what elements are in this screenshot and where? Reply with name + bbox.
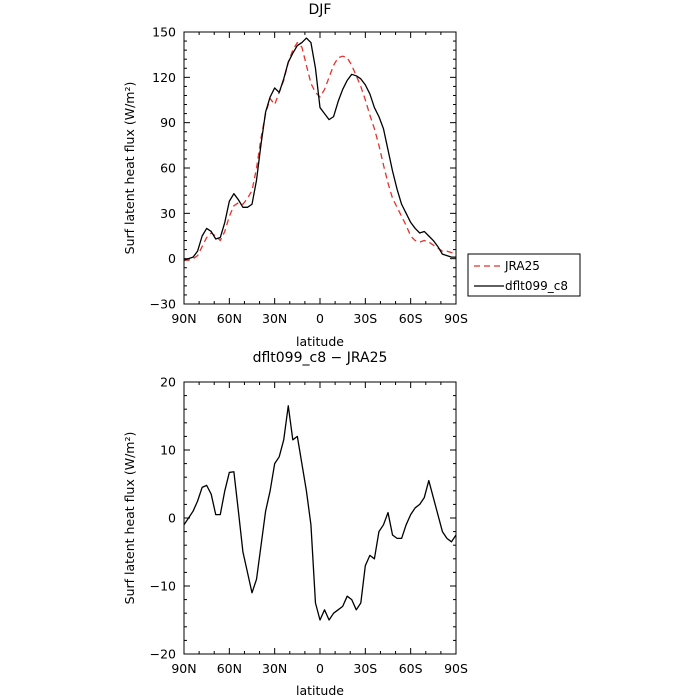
bottom-y-tick-label: 20: [160, 375, 176, 390]
bottom-x-tick-label: 90S: [444, 661, 468, 676]
bottom-series-line-diff-0: [183, 405, 457, 621]
bottom-y-axis-label: Surf latent heat flux (W/m²): [122, 432, 137, 605]
bottom-y-tick-label: 10: [160, 443, 176, 458]
bottom-y-tick-label: −20: [150, 647, 176, 662]
top-x-tick-label: 90N: [171, 311, 196, 326]
top-y-tick-label: −30: [150, 297, 176, 312]
bottom-y-tick-label: −10: [150, 579, 176, 594]
top-y-tick-label: 0: [168, 251, 176, 266]
bottom-plot-frame: [183, 381, 457, 655]
top-x-tick-label: 30S: [353, 311, 377, 326]
legend-box: [467, 253, 581, 297]
top-x-tick-label: 30N: [262, 311, 287, 326]
bottom-x-tick-label: 0: [316, 661, 324, 676]
top-x-tick-label: 90S: [444, 311, 468, 326]
bottom-x-tick-label: 60S: [399, 661, 423, 676]
bottom-panel: dflt099_c8 − JRA25 Surf latent heat flux…: [122, 350, 468, 698]
top-y-tick-label: 60: [160, 161, 176, 176]
legend-label-dflt099-c8: dflt099_c8: [505, 279, 568, 293]
legend: JRA25 dflt099_c8: [467, 253, 581, 297]
bottom-x-tick-label: 60N: [217, 661, 242, 676]
bottom-y-tick-label: 0: [168, 511, 176, 526]
top-chart-title: DJF: [309, 2, 332, 18]
bottom-axes: 90N 60N 30N 0 30S 60S 90S −20 −10 0 10 20: [150, 375, 468, 677]
bottom-chart-title: dflt099_c8 − JRA25: [253, 350, 388, 366]
top-x-axis-label: latitude: [296, 334, 344, 349]
top-panel: DJF Surf latent heat flux (W/m²) latitud…: [122, 2, 468, 349]
top-y-tick-label: 150: [152, 25, 176, 40]
bottom-x-tick-label: 30S: [353, 661, 377, 676]
bottom-x-tick-label: 30N: [262, 661, 287, 676]
top-x-tick-label: 60S: [399, 311, 423, 326]
top-series-line-dflt099-c8: [183, 37, 456, 261]
top-series-line-jra25: [184, 41, 456, 261]
top-y-axis-label: Surf latent heat flux (W/m²): [122, 82, 137, 255]
top-y-tick-label: 90: [160, 115, 176, 130]
bottom-x-tick-label: 90N: [171, 661, 196, 676]
top-axes: 90N 60N 30N 0 30S 60S 90S −30 0 30 60 90 120 150: [150, 25, 468, 327]
bottom-series-group: [183, 405, 457, 621]
top-x-tick-label: 0: [316, 311, 324, 326]
legend-label-jra25: JRA25: [504, 259, 540, 273]
bottom-x-axis-label: latitude: [296, 683, 344, 698]
top-x-tick-label: 60N: [217, 311, 242, 326]
top-plot-frame: [183, 31, 457, 305]
top-y-tick-label: 30: [160, 206, 176, 221]
top-y-tick-label: 120: [152, 70, 176, 85]
top-series-group: [183, 37, 456, 261]
